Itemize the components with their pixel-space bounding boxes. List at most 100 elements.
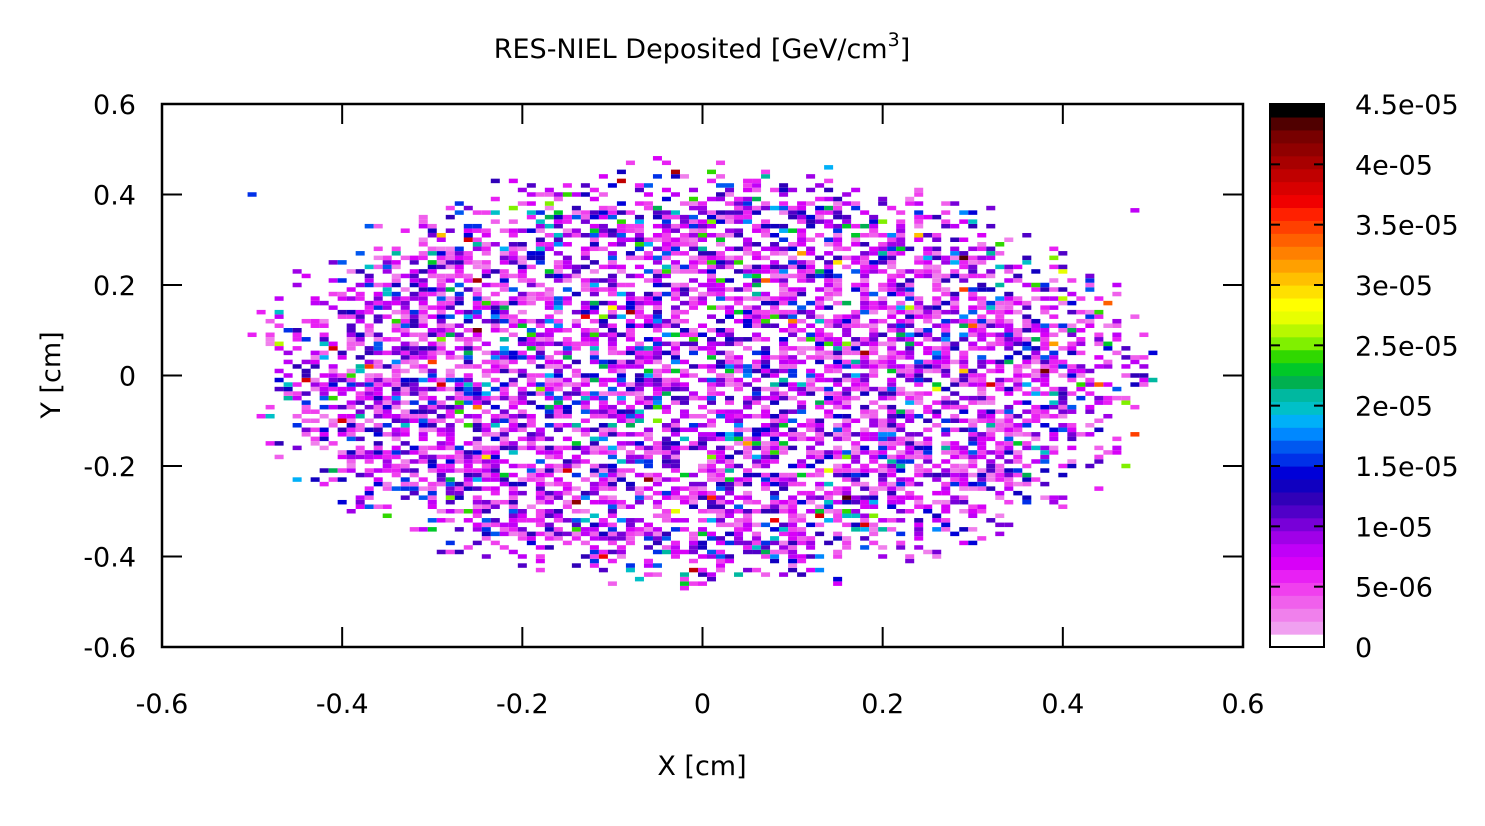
heatmap-cell (418, 527, 428, 532)
heatmap-cell (418, 391, 428, 396)
heatmap-cell (869, 341, 879, 347)
heatmap-cell (779, 251, 789, 256)
heatmap-cell (589, 373, 599, 378)
heatmap-cell (1004, 300, 1014, 306)
heatmap-cell (959, 495, 969, 500)
colorbar-segment (1270, 401, 1324, 415)
heatmap-cell (716, 554, 726, 559)
heatmap-cell (1013, 441, 1023, 446)
heatmap-cell (734, 246, 744, 252)
heatmap-cell (716, 459, 726, 464)
heatmap-cell (1031, 432, 1041, 437)
heatmap-cell (1067, 332, 1077, 338)
heatmap-cell (752, 309, 762, 315)
heatmap-cell (860, 468, 870, 473)
heatmap-cell (517, 427, 527, 433)
heatmap-cell (806, 495, 816, 500)
heatmap-cell (815, 468, 825, 473)
heatmap-cell (905, 278, 915, 283)
heatmap-cell (860, 486, 870, 491)
heatmap-cell (698, 219, 708, 224)
heatmap-cell (869, 232, 879, 238)
heatmap-cell (427, 223, 437, 229)
heatmap-cell (670, 359, 680, 365)
heatmap-cell (661, 513, 671, 519)
heatmap-cell (860, 499, 870, 505)
heatmap-cell (698, 441, 708, 446)
heatmap-cell (670, 242, 680, 247)
heatmap-cell (544, 223, 554, 229)
heatmap-cell (535, 522, 545, 528)
heatmap-cell (634, 246, 644, 252)
heatmap-cell (779, 210, 789, 215)
heatmap-cell (815, 214, 825, 220)
heatmap-cell (1013, 296, 1023, 301)
heatmap-cell (725, 481, 735, 487)
heatmap-cell (418, 309, 428, 315)
heatmap-cell (553, 373, 563, 378)
heatmap-cell (634, 314, 644, 319)
heatmap-cell (679, 359, 689, 365)
heatmap-cell (535, 404, 545, 410)
heatmap-cell (607, 509, 617, 514)
heatmap-cell (346, 404, 356, 410)
heatmap-cell (598, 364, 608, 369)
heatmap-cell (977, 282, 987, 288)
heatmap-cell (788, 481, 798, 487)
heatmap-cell (734, 377, 744, 383)
heatmap-cell (833, 359, 843, 365)
heatmap-cell (481, 527, 491, 532)
heatmap-cell (1004, 359, 1014, 365)
heatmap-cell (968, 291, 978, 297)
heatmap-cell (1112, 318, 1122, 324)
heatmap-cell (734, 260, 744, 265)
heatmap-cell (589, 513, 599, 519)
heatmap-cell (526, 210, 536, 215)
heatmap-cell (1049, 350, 1059, 356)
heatmap-cell (463, 423, 473, 428)
heatmap-cell (670, 468, 680, 473)
heatmap-cell (923, 454, 933, 460)
heatmap-cell (382, 264, 392, 270)
heatmap-cell (553, 468, 563, 473)
heatmap-cell (1085, 377, 1095, 383)
heatmap-cell (454, 404, 464, 410)
heatmap-cell (1112, 386, 1122, 392)
heatmap-cell (562, 232, 572, 238)
heatmap-cell (977, 481, 987, 487)
heatmap-cell (770, 554, 780, 559)
heatmap-cell (734, 214, 744, 220)
heatmap-cell (860, 296, 870, 301)
heatmap-cell (445, 509, 455, 514)
heatmap-cell (544, 481, 554, 487)
heatmap-cell (716, 558, 726, 564)
heatmap-cell (355, 318, 365, 324)
heatmap-cell (670, 463, 680, 469)
heatmap-cell (761, 450, 771, 455)
heatmap-cell (319, 432, 329, 437)
heatmap-cell (995, 495, 1005, 500)
heatmap-cell (968, 509, 978, 514)
heatmap-cell (616, 549, 626, 555)
heatmap-cell (986, 273, 996, 279)
heatmap-cell (752, 463, 762, 469)
heatmap-cell (535, 472, 545, 478)
heatmap-cell (526, 504, 536, 509)
heatmap-cell (553, 278, 563, 283)
heatmap-cell (842, 341, 852, 347)
heatmap-cell (806, 450, 816, 455)
heatmap-cell (652, 441, 662, 446)
heatmap-cell (896, 495, 906, 500)
heatmap-cell (914, 305, 924, 310)
heatmap-cell (472, 418, 482, 423)
heatmap-cell (454, 527, 464, 532)
heatmap-cell (553, 463, 563, 469)
colorbar-segment (1270, 440, 1324, 454)
heatmap-cell (707, 232, 717, 238)
heatmap-cell (851, 314, 861, 319)
heatmap-cell (869, 309, 879, 315)
heatmap-cell (851, 495, 861, 500)
heatmap-cell (355, 445, 365, 451)
heatmap-cell (923, 418, 933, 423)
heatmap-cell (688, 300, 698, 306)
